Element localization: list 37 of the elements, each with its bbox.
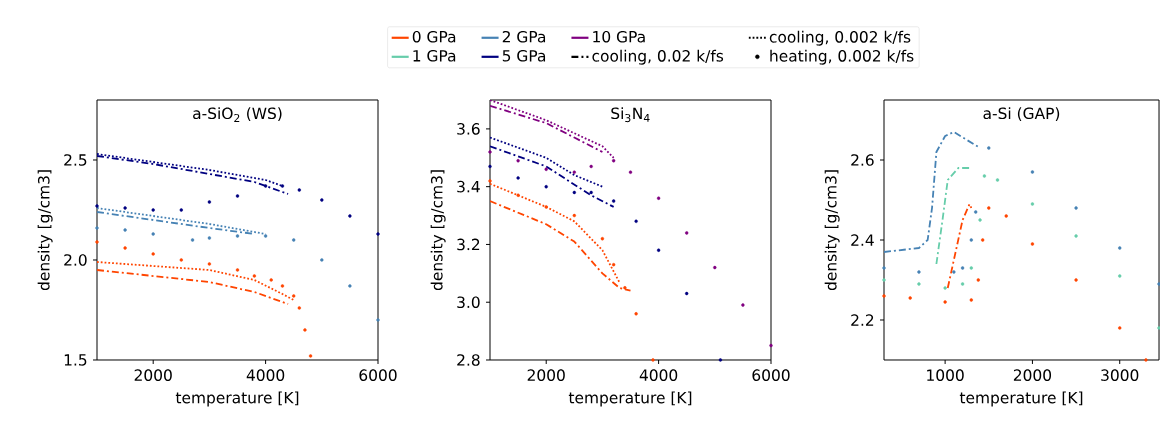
legend-label: 0 GPa [412,30,456,43]
x-axis-title: temperature [K] [568,391,692,407]
legend-label: 10 GPa [593,30,645,43]
y-tick-label: 3.6 [457,123,480,135]
y-axis-title: density [g/cm3] [37,170,53,291]
chart-title: a-Si (GAP) [983,107,1060,121]
y-tick-label: 1.5 [64,354,87,366]
y-tick-label: 2.4 [851,234,874,246]
y-tick-label: 2.5 [64,154,87,166]
chart-title: a-SiO$_{2}$ (WS) [193,107,282,122]
y-tick-label: 3.2 [457,238,480,251]
y-tick-label: 3.0 [457,296,480,309]
x-axis-title: temperature [K] [175,391,299,407]
y-axis-title: density [g/cm3] [430,170,446,291]
legend-label: cooling, 0.002 k/fs [769,30,911,46]
x-axis-title: temperature [K] [959,391,1083,407]
chart-title: Si$_{3}$N$_{4}$ [611,107,650,123]
x-tick-label: 4000 [639,369,678,382]
x-tick-label: 6000 [359,369,397,382]
legend-label: 1 GPa [413,49,456,62]
x-tick-label: 2000 [527,369,565,382]
x-tick-label: 2000 [1013,369,1052,382]
x-tick-label: 1000 [927,369,964,382]
x-tick-label: 4000 [246,369,285,382]
legend-label: 2 GPa [502,30,546,43]
y-tick-label: 2.0 [64,254,87,266]
x-tick-label: 3000 [1101,369,1139,382]
legend-label: 5 GPa [502,49,546,62]
y-tick-label: 2.2 [851,314,874,326]
x-tick-label: 6000 [752,369,790,382]
y-tick-label: 2.8 [457,354,480,366]
y-tick-label: 2.6 [851,154,874,166]
y-tick-label: 3.4 [457,180,480,193]
legend-label: heating, 0.002 k/fs [770,49,914,65]
y-axis-title: density [g/cm3] [824,170,840,291]
x-tick-label: 2000 [134,369,172,382]
legend-label: cooling, 0.02 k/fs [592,49,724,65]
